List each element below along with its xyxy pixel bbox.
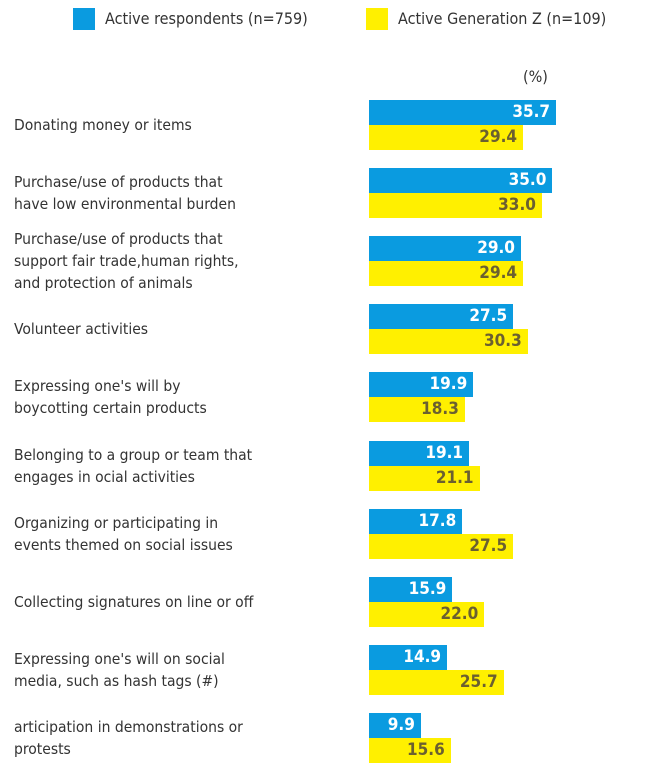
bar [369,669,504,695]
value-label: 17.8 [418,510,457,531]
value-label: 19.9 [429,374,468,395]
bar [369,440,470,466]
bar [369,100,557,125]
bar [369,168,553,194]
value-label: 35.7 [512,102,551,122]
value-label: 25.7 [459,671,498,692]
value-label: 29.4 [479,263,518,284]
category-label: articipation in demonstrations or protes… [14,717,243,758]
category-label: Purchase/use of products that support fa… [14,230,239,293]
bar [369,601,485,627]
value-label: 29.4 [479,127,518,147]
value-label: 18.3 [421,399,459,420]
bar [369,737,451,763]
value-label: 30.3 [484,331,522,352]
category-label: Belonging to a group or team that engage… [14,445,253,486]
value-label: 9.9 [387,714,415,735]
bar [369,576,453,602]
bar [369,644,448,670]
value-label: 35.0 [508,170,547,191]
bar [369,304,514,330]
category-label: Collecting signatures on line or off [14,592,254,611]
bar [369,261,524,287]
value-label: 21.1 [435,467,474,488]
bar [369,508,463,534]
bar [369,397,465,423]
value-label: 22.0 [440,603,479,624]
legend-swatch [73,8,95,30]
bar [369,465,480,491]
bar [369,329,528,355]
category-label: Expressing one's will by boycotting cert… [14,377,207,418]
bar [369,236,521,262]
unit-label: (%) [523,67,548,86]
value-label: 19.1 [425,442,464,463]
bar [369,125,524,150]
bar [369,533,514,559]
category-label: Organizing or participating in events th… [14,513,233,554]
category-label: Volunteer activities [14,320,149,339]
legend-label: Active Generation Z (n=109) [398,9,607,28]
bar [369,712,421,738]
value-label: 27.5 [469,306,508,327]
bar [369,193,542,219]
value-label: 15.9 [408,578,447,599]
bar [369,372,474,398]
category-label: Expressing one's will on social media, s… [14,649,225,690]
value-label: 15.6 [406,739,445,760]
category-label: Purchase/use of products that have low e… [14,173,236,214]
value-label: 27.5 [469,535,508,556]
category-label: Donating money or items [14,116,192,134]
legend-swatch [366,8,388,30]
value-label: 29.0 [477,238,515,259]
legend-label: Active respondents (n=759) [105,9,308,28]
value-label: 14.9 [403,646,442,667]
value-label: 33.0 [498,195,536,216]
